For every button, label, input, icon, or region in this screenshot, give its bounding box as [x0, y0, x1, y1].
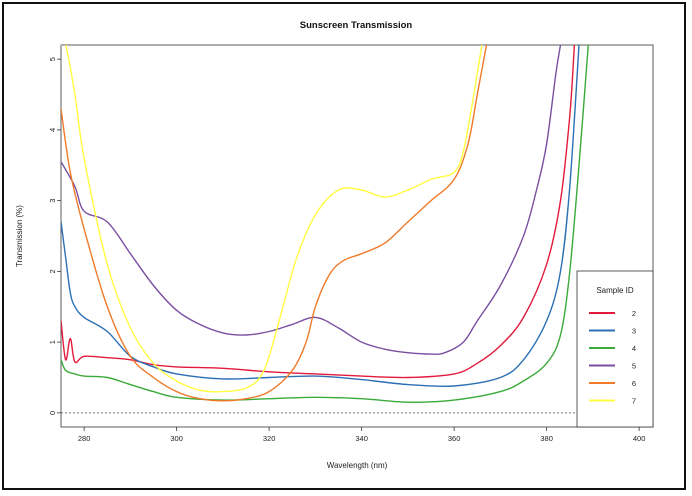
y-tick-label: 1	[48, 340, 57, 344]
series-line-6	[61, 45, 488, 402]
legend-label-5: 5	[632, 362, 636, 371]
y-tick-label: 3	[48, 199, 57, 203]
legend: Sample ID 2 3 4 5 6 7	[576, 270, 654, 428]
legend-label-7: 7	[632, 397, 636, 406]
legend-label-4: 4	[632, 344, 636, 353]
legend-title: Sample ID	[596, 286, 634, 295]
chart-title: Sunscreen Transmission	[300, 20, 413, 31]
y-tick-label: 5	[48, 57, 57, 61]
x-tick-label: 360	[448, 434, 461, 443]
series-line-4	[61, 45, 589, 403]
axes-layer: 280 300 320 340 360 380 400 0 1 2 3 4 5	[48, 57, 645, 443]
series-line-3	[61, 45, 580, 388]
y-tick-label: 4	[48, 128, 57, 132]
x-tick-label: 340	[355, 434, 368, 443]
y-tick-label: 2	[48, 269, 57, 273]
x-tick-label: 320	[263, 434, 276, 443]
series-line-5	[61, 45, 562, 355]
y-tick-label: 0	[48, 411, 57, 415]
x-axis-label: Wavelength (nm)	[327, 461, 388, 470]
legend-label-2: 2	[632, 309, 636, 318]
legend-label-3: 3	[632, 327, 636, 336]
plot-area	[60, 44, 654, 428]
y-axis-label: Transmission (%)	[15, 205, 24, 267]
x-tick-label: 400	[633, 434, 646, 443]
series-line-7	[61, 45, 483, 393]
series-layer	[61, 45, 589, 403]
x-tick-label: 280	[78, 434, 91, 443]
x-tick-label: 380	[540, 434, 553, 443]
x-tick-label: 300	[170, 434, 183, 443]
series-line-2	[61, 45, 576, 379]
legend-label-6: 6	[632, 379, 636, 388]
